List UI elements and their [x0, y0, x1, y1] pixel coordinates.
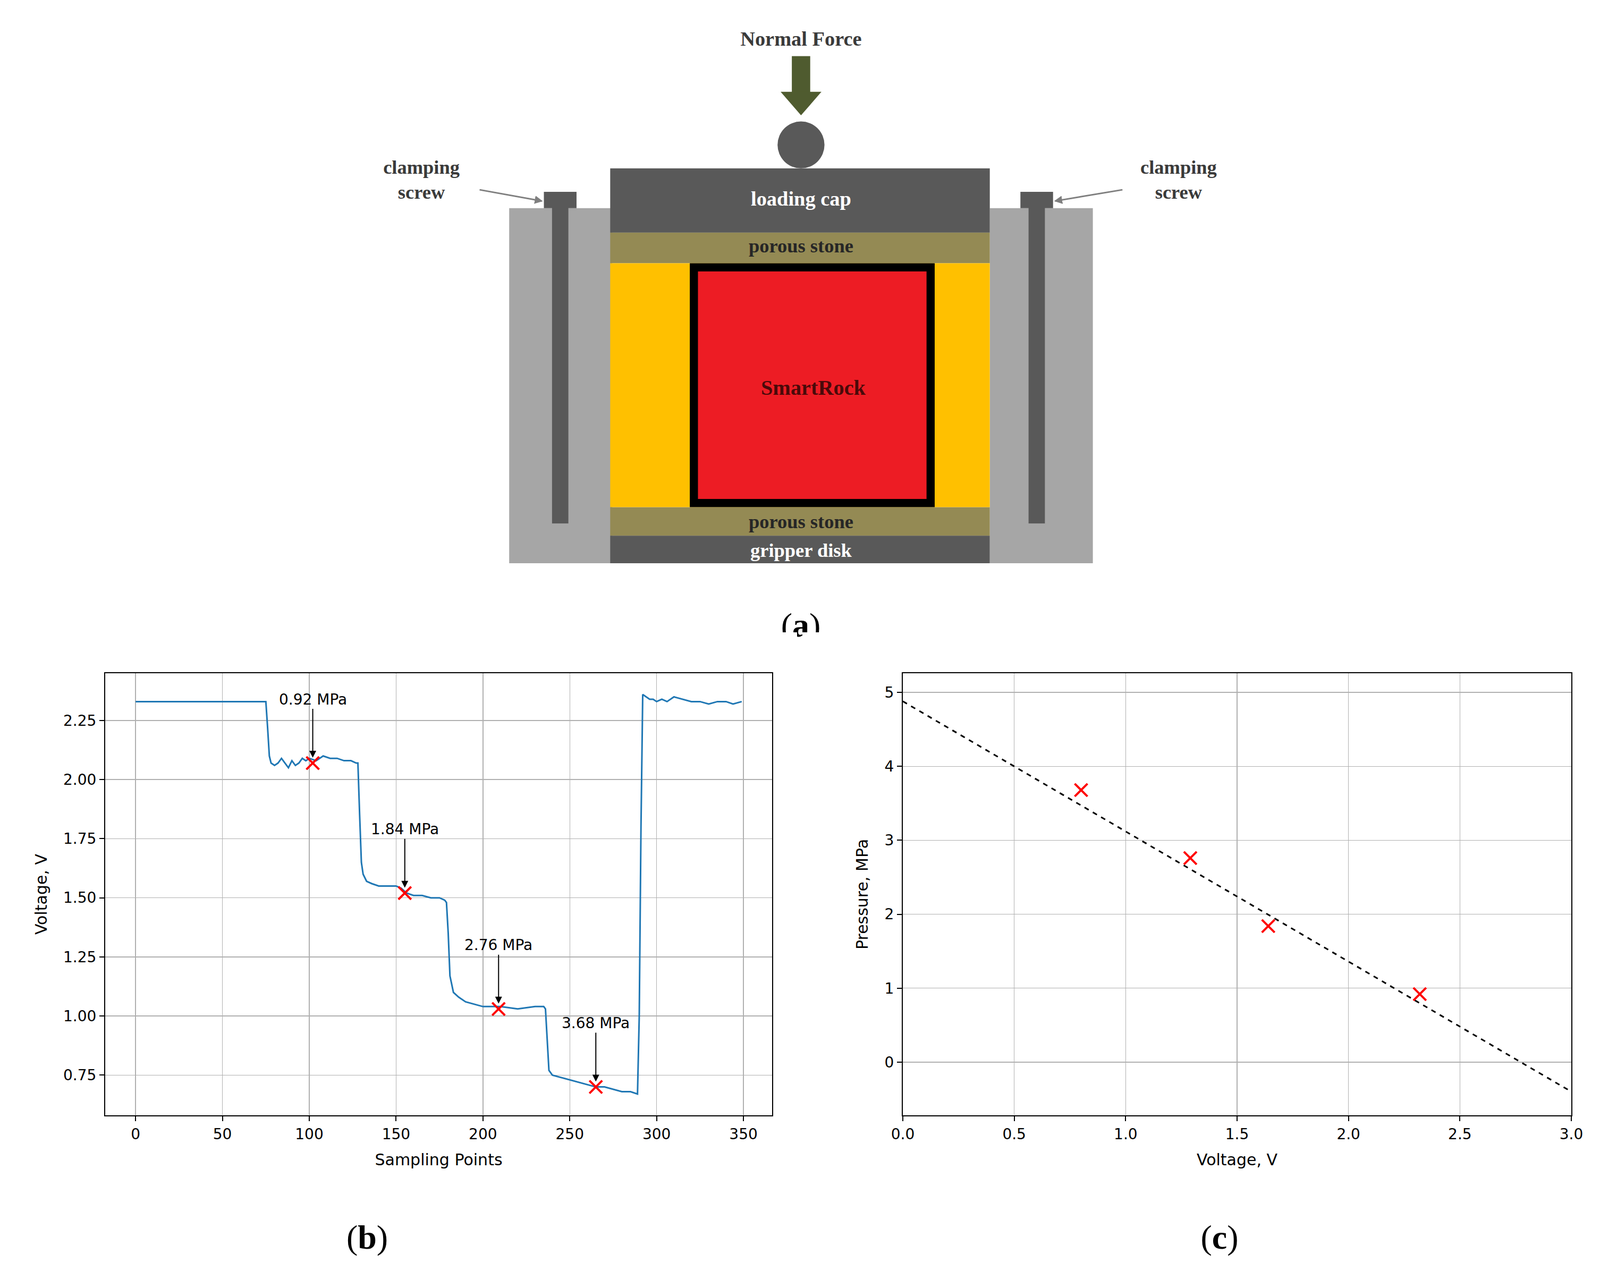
svg-text:screw: screw — [1155, 181, 1203, 203]
svg-text:0.5: 0.5 — [1002, 1125, 1027, 1144]
svg-text:SmartRock: SmartRock — [760, 375, 867, 400]
svg-text:50: 50 — [213, 1125, 233, 1144]
svg-text:2: 2 — [884, 905, 895, 924]
svg-text:loading cap: loading cap — [750, 187, 852, 210]
svg-text:300: 300 — [642, 1125, 671, 1144]
svg-text:250: 250 — [555, 1125, 584, 1144]
svg-text:0: 0 — [884, 1053, 895, 1072]
svg-text:clamping: clamping — [383, 156, 460, 179]
svg-text:3.0: 3.0 — [1559, 1125, 1584, 1144]
svg-text:350: 350 — [729, 1125, 758, 1144]
svg-text:2.00: 2.00 — [63, 771, 97, 789]
svg-text:1.84 MPa: 1.84 MPa — [370, 820, 439, 838]
svg-text:porous stone: porous stone — [748, 510, 854, 533]
svg-text:2.76 MPa: 2.76 MPa — [464, 936, 533, 954]
svg-text:1.75: 1.75 — [63, 830, 97, 848]
svg-text:clamping: clamping — [1140, 156, 1217, 179]
svg-text:200: 200 — [468, 1125, 497, 1144]
svg-text:0.75: 0.75 — [63, 1066, 97, 1085]
svg-text:Normal Force: Normal Force — [740, 27, 862, 50]
html-text:(b): (b) — [346, 1218, 388, 1257]
svg-text:2.25: 2.25 — [63, 712, 97, 730]
svg-text:1.5: 1.5 — [1225, 1125, 1250, 1144]
svg-text:4: 4 — [884, 757, 895, 776]
html-text:(c): (c) — [1200, 1218, 1239, 1257]
svg-text:screw: screw — [398, 181, 446, 203]
svg-text:100: 100 — [294, 1125, 324, 1144]
svg-text:2.0: 2.0 — [1336, 1125, 1361, 1144]
svg-text:Voltage, V: Voltage, V — [31, 853, 51, 935]
svg-text:porous stone: porous stone — [748, 234, 854, 257]
svg-text:1.50: 1.50 — [63, 889, 97, 907]
svg-text:150: 150 — [382, 1125, 411, 1144]
svg-text:Pressure, MPa: Pressure, MPa — [852, 839, 872, 950]
svg-text:1.25: 1.25 — [63, 948, 97, 967]
svg-text:Sampling Points: Sampling Points — [374, 1150, 503, 1170]
svg-text:gripper disk: gripper disk — [750, 539, 853, 562]
svg-text:1.0: 1.0 — [1113, 1125, 1138, 1144]
svg-text:5: 5 — [884, 683, 895, 702]
svg-text:0.92 MPa: 0.92 MPa — [278, 690, 347, 709]
svg-text:0: 0 — [130, 1125, 141, 1144]
svg-text:1: 1 — [884, 979, 895, 998]
svg-text:3: 3 — [884, 831, 895, 850]
svg-text:Voltage, V: Voltage, V — [1196, 1150, 1278, 1170]
svg-text:2.5: 2.5 — [1448, 1125, 1472, 1144]
svg-text:1.00: 1.00 — [63, 1007, 97, 1026]
html-text:(a): (a) — [780, 606, 821, 645]
svg-text:0.0: 0.0 — [891, 1125, 916, 1144]
svg-text:3.68 MPa: 3.68 MPa — [561, 1014, 630, 1032]
